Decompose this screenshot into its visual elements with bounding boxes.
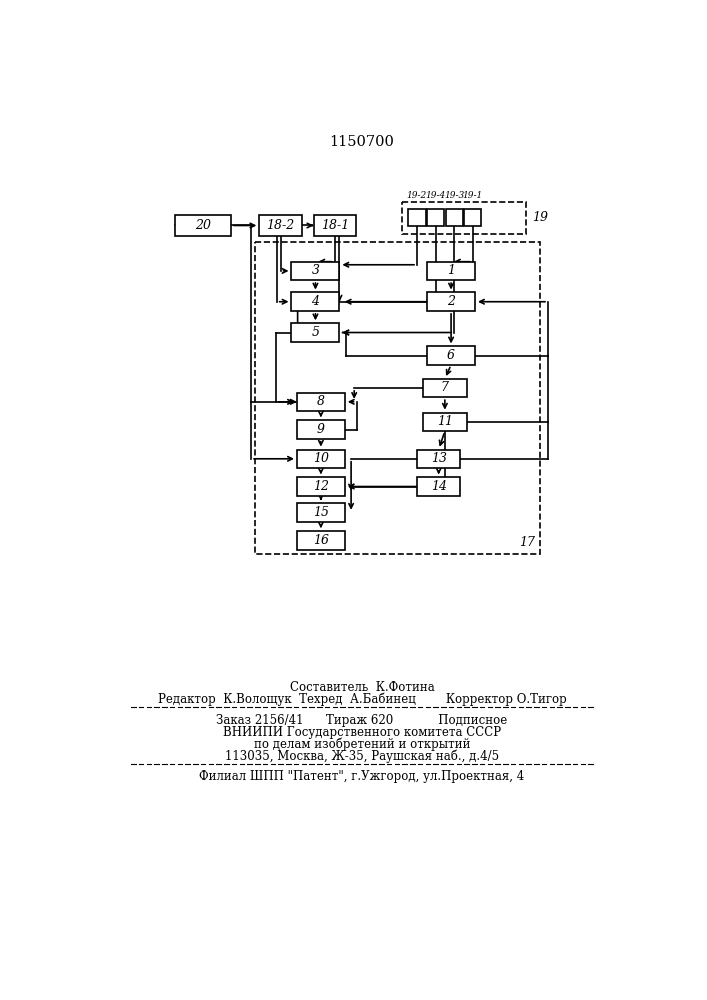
Text: 12: 12 <box>313 480 329 493</box>
Text: 8: 8 <box>317 395 325 408</box>
Bar <box>291 292 339 311</box>
Text: 113035, Москва, Ж-35, Раушская наб., д.4/5: 113035, Москва, Ж-35, Раушская наб., д.4… <box>225 749 499 763</box>
Text: 18-2: 18-2 <box>267 219 295 232</box>
Bar <box>313 215 356 235</box>
Text: Заказ 2156/41      Тираж 620            Подписное: Заказ 2156/41 Тираж 620 Подписное <box>216 714 508 727</box>
Bar <box>423 379 467 397</box>
Text: Составитель  К.Фотина: Составитель К.Фотина <box>290 681 434 694</box>
Text: 19-2: 19-2 <box>407 191 427 200</box>
Bar <box>297 420 345 439</box>
Bar <box>427 346 475 365</box>
Bar <box>464 209 481 226</box>
Text: 19-3: 19-3 <box>444 191 464 200</box>
Bar <box>417 477 460 496</box>
Text: 3: 3 <box>312 264 320 277</box>
Text: 19-4: 19-4 <box>426 191 445 200</box>
Text: по делам изобретений и открытий: по делам изобретений и открытий <box>254 738 470 751</box>
Text: 14: 14 <box>431 480 447 493</box>
Bar <box>417 450 460 468</box>
Bar <box>259 215 302 235</box>
Text: Филиал ШПП "Патент", г.Ужгород, ул.Проектная, 4: Филиал ШПП "Патент", г.Ужгород, ул.Проек… <box>199 770 525 783</box>
Bar <box>427 262 475 280</box>
Text: 19-1: 19-1 <box>462 191 483 200</box>
Text: 7: 7 <box>441 381 449 394</box>
Bar <box>445 209 462 226</box>
Text: 13: 13 <box>431 452 447 465</box>
Text: 17: 17 <box>520 536 535 549</box>
Text: 15: 15 <box>313 506 329 519</box>
Text: 11: 11 <box>437 415 453 428</box>
Text: 19: 19 <box>532 211 549 224</box>
Text: 16: 16 <box>313 534 329 547</box>
Text: 2: 2 <box>447 295 455 308</box>
Text: 6: 6 <box>447 349 455 362</box>
Bar <box>297 477 345 496</box>
Bar <box>297 503 345 522</box>
Bar <box>427 209 444 226</box>
Bar <box>291 323 339 342</box>
Text: 20: 20 <box>195 219 211 232</box>
Text: Редактор  К.Волощук  Техред  А.Бабинец        Корректор О.Тигор: Редактор К.Волощук Техред А.Бабинец Корр… <box>158 692 566 706</box>
Text: 1150700: 1150700 <box>329 135 395 149</box>
Bar <box>297 450 345 468</box>
Bar <box>175 215 231 235</box>
Bar <box>255 242 540 554</box>
Text: ВНИИПИ Государственного комитета СССР: ВНИИПИ Государственного комитета СССР <box>223 726 501 739</box>
Bar <box>291 262 339 280</box>
Bar <box>409 209 426 226</box>
Text: 18-1: 18-1 <box>321 219 349 232</box>
Bar <box>427 292 475 311</box>
Text: 1: 1 <box>447 264 455 277</box>
Bar <box>297 393 345 411</box>
Text: 9: 9 <box>317 423 325 436</box>
Text: 4: 4 <box>312 295 320 308</box>
Bar <box>402 202 526 234</box>
Bar <box>297 531 345 550</box>
Text: 5: 5 <box>312 326 320 339</box>
Text: 10: 10 <box>313 452 329 465</box>
Bar <box>423 413 467 431</box>
